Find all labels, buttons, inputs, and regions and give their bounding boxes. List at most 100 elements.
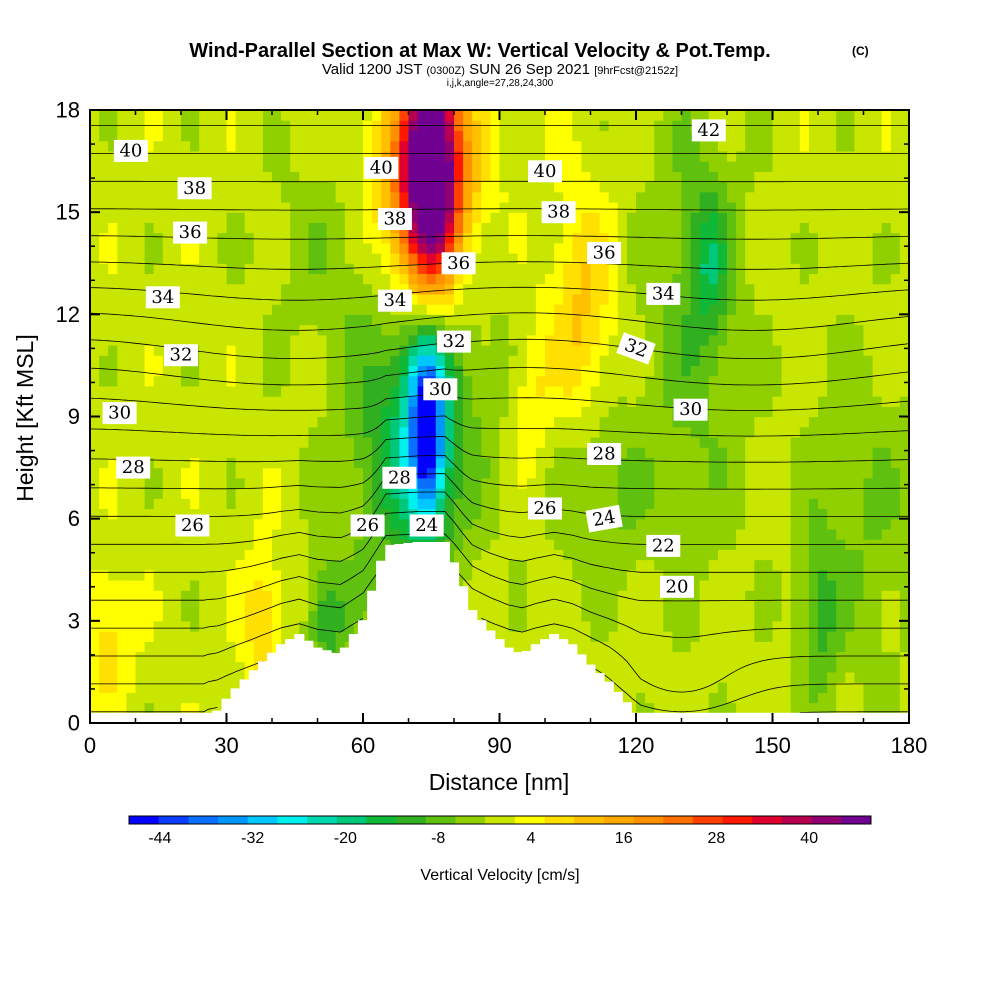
- heatmap-cell: [827, 304, 837, 315]
- heatmap-cell: [199, 457, 209, 469]
- heatmap-cell: [526, 467, 537, 479]
- heatmap-cell: [827, 110, 837, 121]
- heatmap-cell: [99, 702, 109, 713]
- heatmap-cell: [563, 161, 573, 172]
- heatmap-cell: [790, 467, 801, 479]
- heatmap-cell: [736, 641, 746, 653]
- heatmap-cell: [108, 263, 118, 275]
- heatmap-cell: [836, 457, 846, 469]
- heatmap-cell: [608, 212, 619, 223]
- heatmap-cell: [581, 396, 592, 407]
- heatmap-cell: [171, 181, 182, 193]
- heatmap-cell: [335, 365, 346, 377]
- heatmap-cell: [854, 549, 865, 561]
- heatmap-cell: [563, 110, 573, 121]
- heatmap-cell: [417, 365, 428, 377]
- heatmap-cell: [399, 344, 410, 356]
- heatmap-cell: [262, 110, 273, 121]
- heatmap-cell: [344, 436, 355, 448]
- heatmap-cell: [481, 242, 491, 254]
- heatmap-cell: [372, 324, 382, 336]
- heatmap-cell: [708, 232, 719, 244]
- heatmap-cell: [117, 579, 127, 591]
- heatmap-cell: [626, 620, 637, 632]
- heatmap-cell: [808, 324, 819, 336]
- heatmap-cell: [144, 334, 155, 346]
- heatmap-cell: [181, 467, 191, 479]
- heatmap-cell: [563, 222, 573, 234]
- heatmap-cell: [599, 488, 610, 499]
- heatmap-cell: [727, 110, 737, 121]
- heatmap-cell: [563, 140, 573, 152]
- heatmap-cell: [818, 191, 828, 203]
- heatmap-cell: [417, 181, 428, 193]
- heatmap-cell: [108, 641, 118, 653]
- heatmap-cell: [581, 549, 592, 561]
- heatmap-cell: [681, 436, 692, 448]
- heatmap-cell: [754, 692, 764, 704]
- heatmap-cell: [308, 365, 319, 377]
- heatmap-cell: [435, 201, 446, 213]
- heatmap-cell: [581, 355, 592, 367]
- heatmap-cell: [608, 304, 619, 315]
- heatmap-cell: [108, 355, 118, 367]
- heatmap-cell: [372, 344, 382, 356]
- heatmap-cell: [554, 416, 564, 428]
- heatmap-cell: [135, 488, 146, 499]
- heatmap-cell: [581, 406, 592, 418]
- heatmap-cell: [681, 447, 692, 458]
- heatmap-cell: [708, 661, 719, 673]
- heatmap-cell: [699, 150, 710, 162]
- heatmap-cell: [654, 631, 664, 642]
- heatmap-cell: [517, 334, 528, 346]
- heatmap-cell: [818, 508, 828, 520]
- heatmap-cell: [699, 324, 710, 336]
- heatmap-cell: [654, 610, 664, 622]
- heatmap-cell: [281, 477, 291, 489]
- heatmap-cell: [636, 365, 646, 377]
- heatmap-cell: [599, 212, 610, 223]
- heatmap-cell: [763, 549, 774, 561]
- heatmap-cell: [372, 253, 382, 264]
- heatmap-cell: [226, 549, 237, 561]
- heatmap-cell: [563, 600, 573, 612]
- heatmap-cell: [344, 110, 355, 121]
- heatmap-cell: [854, 631, 865, 642]
- heatmap-cell: [162, 579, 173, 591]
- heatmap-cell: [727, 355, 737, 367]
- heatmap-cell: [508, 365, 519, 377]
- heatmap-cell: [626, 549, 637, 561]
- heatmap-cell: [554, 110, 564, 121]
- heatmap-cell: [490, 579, 501, 591]
- heatmap-cell: [171, 641, 182, 653]
- heatmap-cell: [244, 488, 255, 499]
- heatmap-cell: [162, 396, 173, 407]
- heatmap-cell: [672, 488, 683, 499]
- heatmap-cell: [754, 212, 764, 223]
- heatmap-cell: [199, 171, 209, 183]
- heatmap-cell: [727, 273, 737, 285]
- heatmap-cell: [681, 130, 692, 142]
- heatmap-cell: [344, 344, 355, 356]
- heatmap-cell: [153, 498, 164, 510]
- heatmap-cell: [526, 539, 537, 550]
- heatmap-cell: [690, 457, 701, 469]
- heatmap-cell: [535, 375, 546, 387]
- heatmap-cell: [772, 488, 783, 499]
- heatmap-cell: [690, 579, 701, 591]
- heatmap-cell: [617, 477, 628, 489]
- heatmap-cell: [727, 181, 737, 193]
- heatmap-cell: [353, 488, 364, 499]
- heatmap-cell: [745, 385, 755, 397]
- heatmap-cell: [599, 161, 610, 172]
- heatmap-cell: [135, 161, 146, 172]
- heatmap-cell: [545, 396, 555, 407]
- heatmap-cell: [281, 518, 291, 530]
- heatmap-cell: [326, 620, 337, 632]
- heatmap-cell: [208, 110, 218, 121]
- heatmap-cell: [463, 130, 473, 142]
- heatmap-cell: [217, 600, 228, 612]
- heatmap-cell: [626, 314, 637, 326]
- heatmap-cell: [672, 498, 683, 510]
